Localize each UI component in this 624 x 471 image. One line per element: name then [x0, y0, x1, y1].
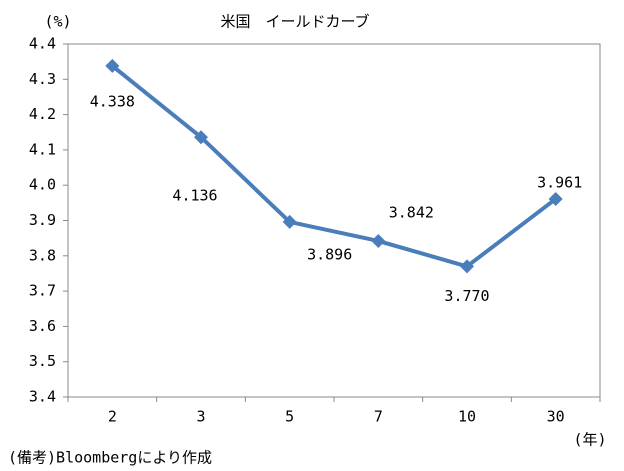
data-label: 3.896: [307, 245, 352, 263]
y-tick-label: 3.9: [29, 211, 56, 229]
y-tick-label: 4.2: [29, 105, 56, 123]
line: [111, 64, 557, 269]
point: [548, 191, 563, 206]
y-tick-label: 3.4: [29, 388, 56, 406]
point: [460, 259, 474, 274]
data-label: 4.338: [90, 92, 135, 110]
data-label: 3.961: [537, 173, 582, 191]
y-tick-label: 3.8: [29, 246, 56, 264]
y-tick-label: 4.4: [29, 35, 56, 53]
point: [194, 130, 208, 145]
y-tick-label: 3.7: [29, 282, 56, 300]
point: [105, 58, 120, 73]
x-tick-label: 2: [108, 408, 117, 426]
y-tick-label: 4.0: [29, 176, 56, 194]
y-tick-label: 4.3: [29, 70, 56, 88]
data-label: 3.842: [389, 203, 434, 221]
note: (備考)Bloombergにより作成: [8, 449, 212, 467]
x-tick-label: 10: [458, 408, 476, 426]
y-axis-label: (%): [44, 13, 71, 31]
point: [371, 233, 386, 248]
data-label: 3.770: [444, 287, 489, 305]
x-tick-label: 30: [547, 408, 565, 426]
y-tick-label: 3.6: [29, 317, 56, 335]
y-tick-label: 4.1: [29, 140, 56, 158]
point: [282, 214, 297, 229]
x-tick-label: 3: [196, 408, 205, 426]
y-tick-label: 3.5: [29, 352, 56, 370]
chart-title: 米国 イールドカーブ: [220, 13, 369, 31]
data-label: 4.136: [172, 187, 217, 205]
x-tick-label: 5: [285, 408, 294, 426]
x-tick-label: 7: [374, 408, 383, 426]
x-axis-label: (年): [573, 431, 606, 449]
